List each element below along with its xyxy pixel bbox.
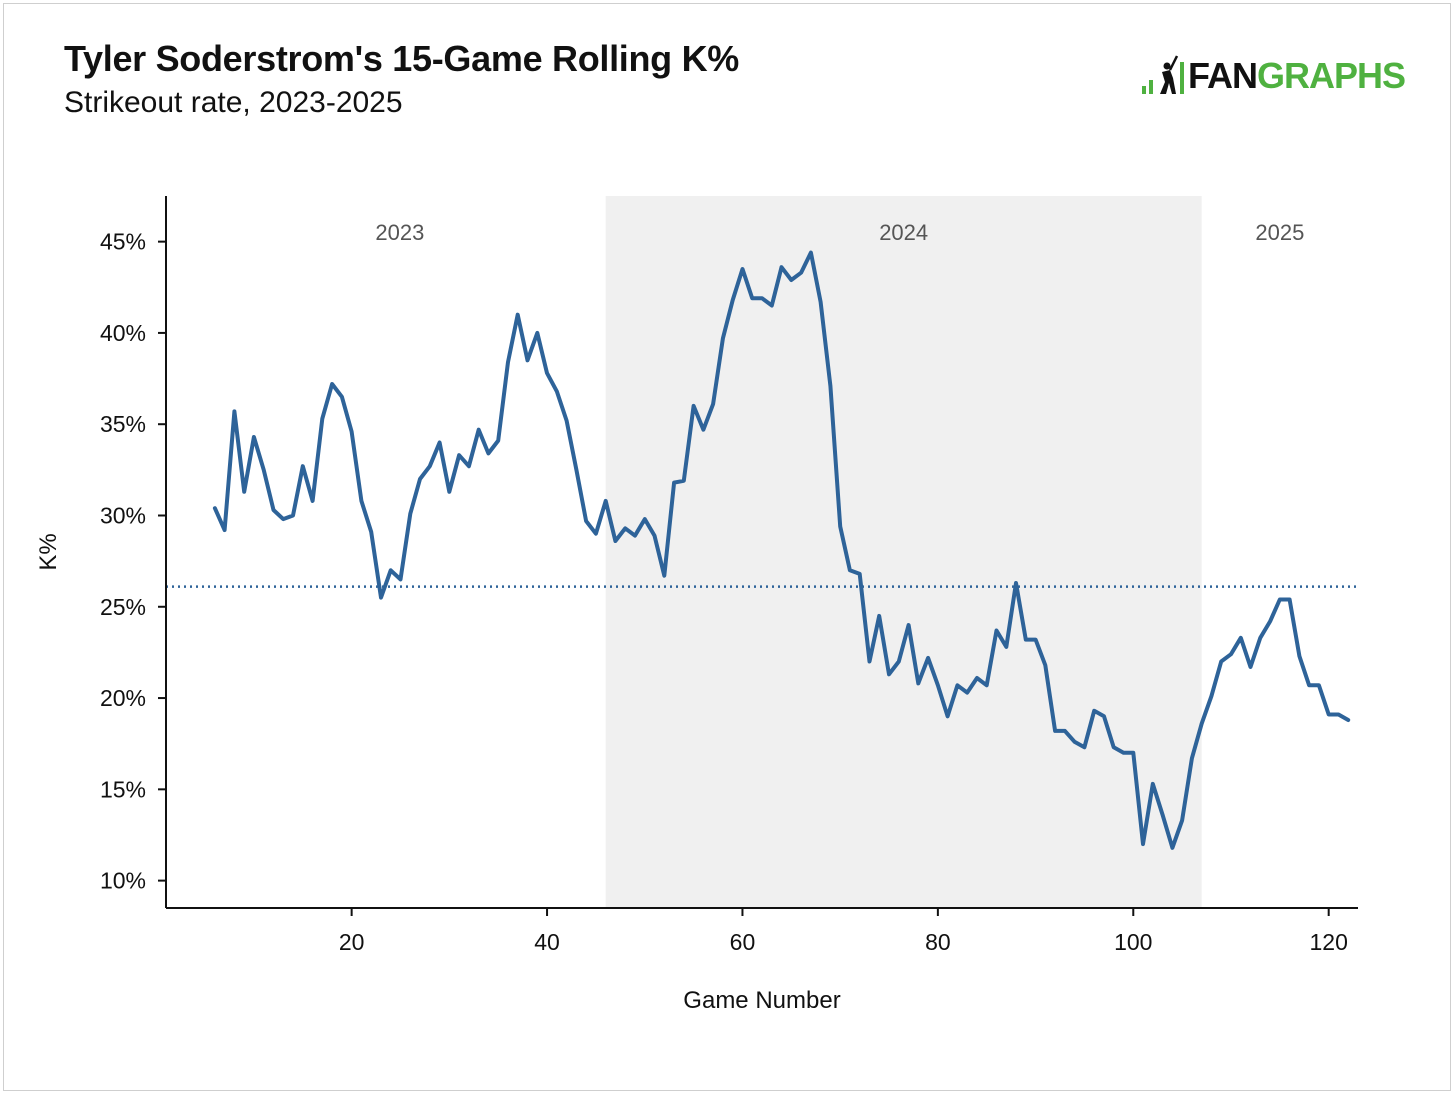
x-tick-label: 80 xyxy=(925,929,951,955)
x-tick-label: 100 xyxy=(1114,929,1152,955)
fangraphs-logo: FANGRAPHS xyxy=(1140,52,1406,100)
y-tick-label: 45% xyxy=(100,229,146,255)
season-label-2023: 2023 xyxy=(375,220,424,245)
y-tick-label: 20% xyxy=(100,685,146,711)
y-tick-label: 30% xyxy=(100,502,146,528)
season-label-2025: 2025 xyxy=(1255,220,1304,245)
x-tick-label: 60 xyxy=(730,929,756,955)
x-tick-label: 120 xyxy=(1310,929,1348,955)
x-tick-label: 40 xyxy=(534,929,560,955)
y-tick-label: 15% xyxy=(100,776,146,802)
logo-text-fan: FAN xyxy=(1188,55,1258,96)
season-shade-2024 xyxy=(605,196,1202,908)
chart-title: Tyler Soderstrom's 15-Game Rolling K% xyxy=(64,38,739,79)
y-tick-label: 25% xyxy=(100,594,146,620)
k-rate-series-line xyxy=(212,250,1351,850)
x-tick-label: 20 xyxy=(339,929,365,955)
logo-text-graphs: GRAPHS xyxy=(1257,55,1406,96)
chart-subtitle: Strikeout rate, 2023-2025 xyxy=(64,86,403,119)
fangraphs-batter-icon xyxy=(1142,55,1184,94)
x-axis-title: Game Number xyxy=(683,987,840,1014)
y-axis-title: K% xyxy=(35,533,62,570)
season-label-2024: 2024 xyxy=(879,220,928,245)
y-tick-label: 35% xyxy=(100,411,146,437)
y-tick-label: 40% xyxy=(100,320,146,346)
y-tick-label: 10% xyxy=(100,868,146,894)
